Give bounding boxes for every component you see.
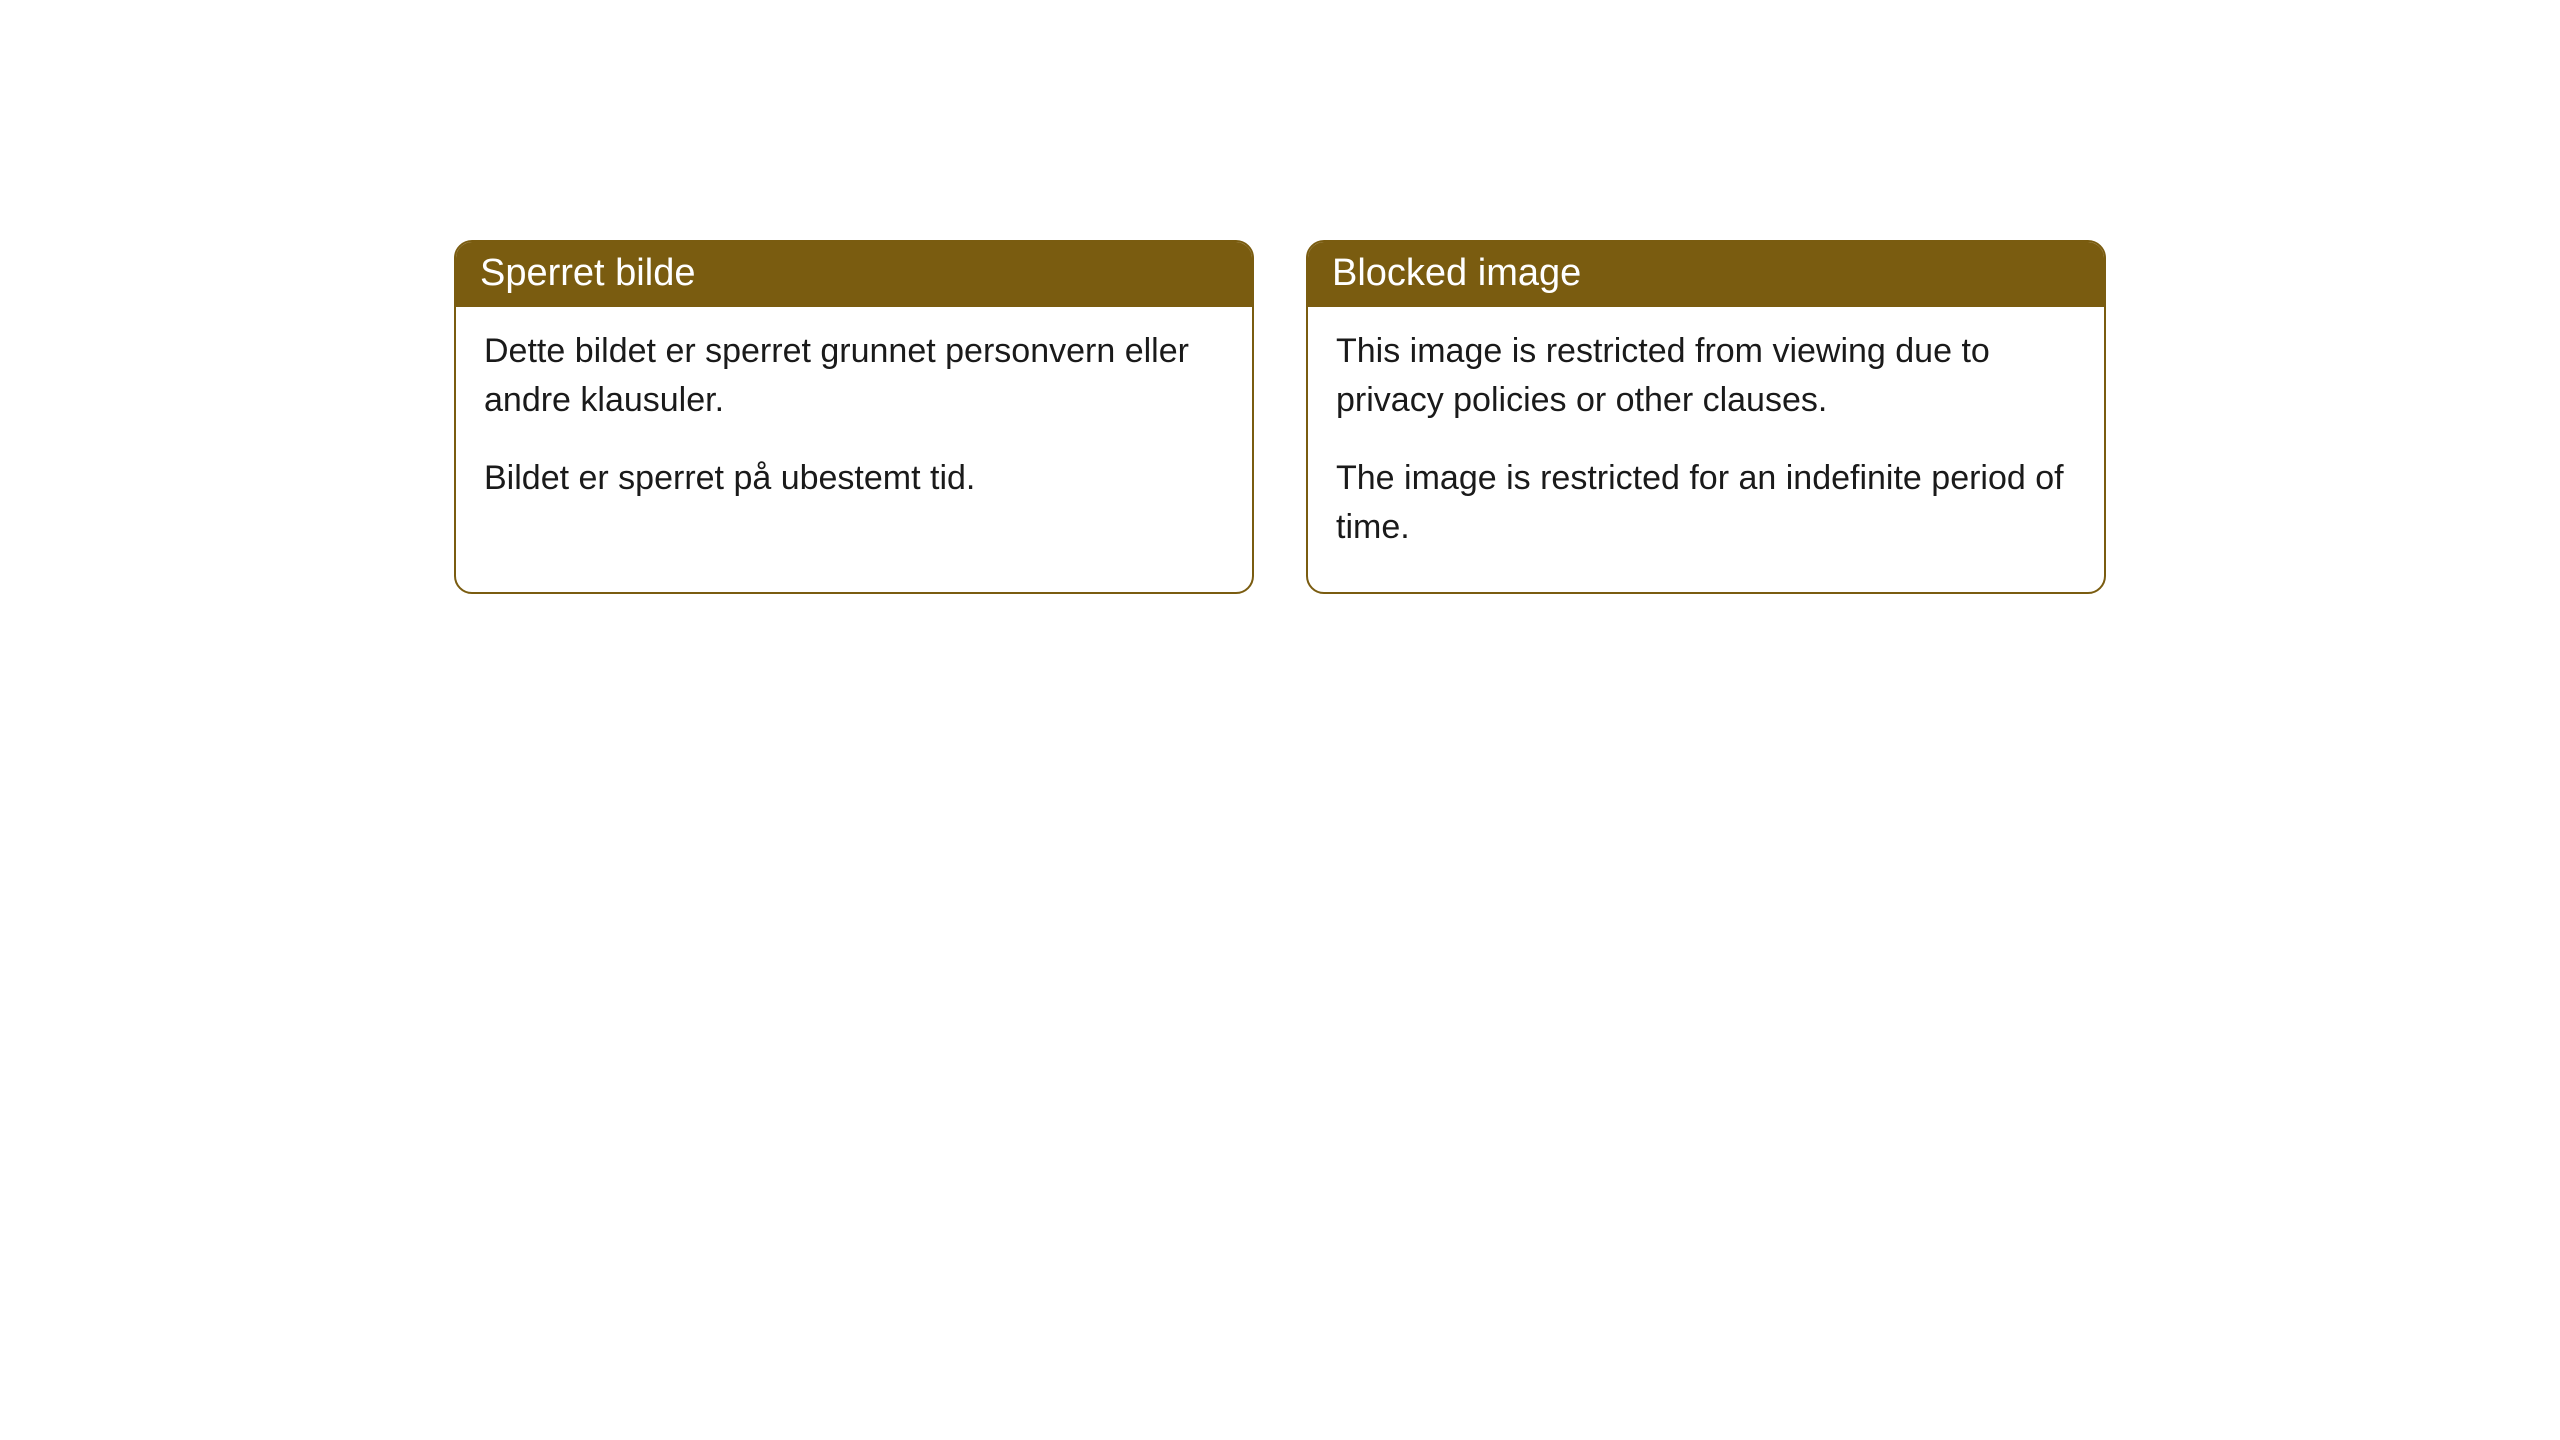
card-title: Sperret bilde (480, 252, 695, 294)
card-body: This image is restricted from viewing du… (1308, 307, 2104, 592)
card-paragraph: The image is restricted for an indefinit… (1336, 454, 2076, 553)
card-header: Sperret bilde (456, 242, 1252, 307)
card-title: Blocked image (1332, 252, 1581, 294)
card-body: Dette bildet er sperret grunnet personve… (456, 307, 1252, 543)
card-header: Blocked image (1308, 242, 2104, 307)
card-paragraph: Dette bildet er sperret grunnet personve… (484, 327, 1224, 426)
card-paragraph: This image is restricted from viewing du… (1336, 327, 2076, 426)
notice-cards-row: Sperret bilde Dette bildet er sperret gr… (454, 240, 2106, 594)
notice-card-english: Blocked image This image is restricted f… (1306, 240, 2106, 594)
card-paragraph: Bildet er sperret på ubestemt tid. (484, 454, 1224, 503)
notice-card-norwegian: Sperret bilde Dette bildet er sperret gr… (454, 240, 1254, 594)
